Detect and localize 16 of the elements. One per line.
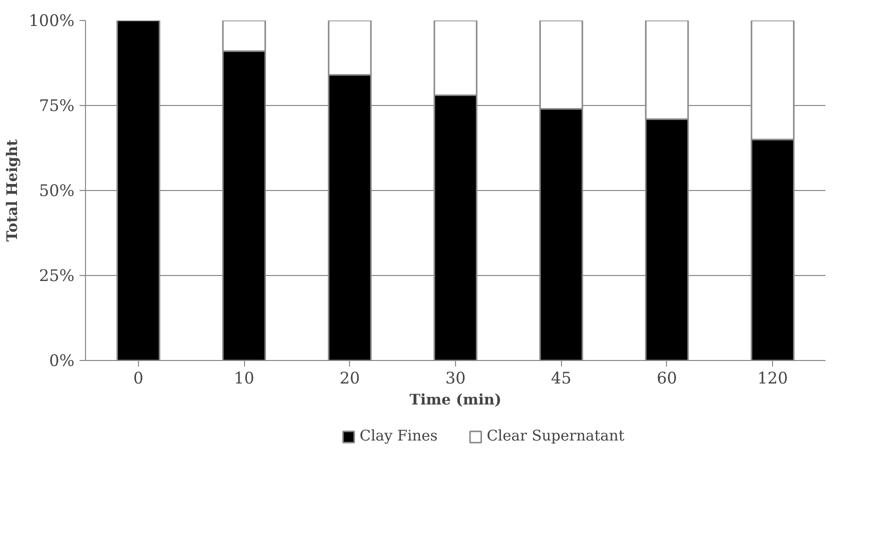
x-tick-label: 45 — [551, 368, 572, 388]
legend-label: Clear Supernatant — [486, 428, 624, 444]
x-axis-title: Time (min) — [409, 392, 502, 408]
y-tick-label: 25% — [38, 266, 74, 285]
x-tick-label: 20 — [340, 368, 360, 388]
x-tick-label: 60 — [656, 368, 678, 388]
y-axis-title: Total Height — [4, 139, 21, 242]
y-tick-label: 75% — [38, 96, 74, 115]
y-tick-label: 50% — [38, 181, 74, 200]
legend-label: Clay Fines — [360, 428, 438, 444]
y-tick-label: 0% — [49, 351, 75, 370]
x-tick-label: 30 — [445, 368, 466, 388]
y-tick-label: 100% — [28, 11, 75, 30]
x-tick-label: 0 — [133, 368, 144, 388]
x-tick-label: 10 — [234, 368, 254, 388]
x-tick-label: 120 — [757, 368, 788, 388]
